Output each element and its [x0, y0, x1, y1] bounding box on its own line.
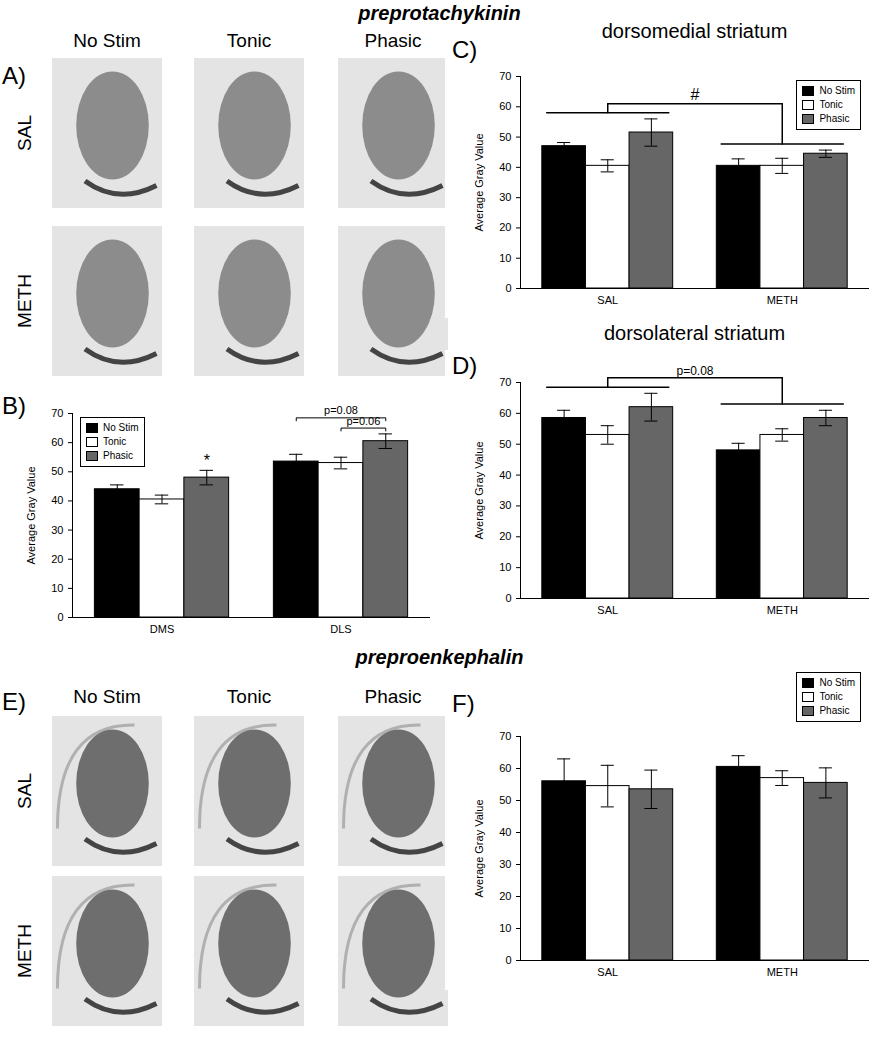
svg-text:60: 60 — [499, 762, 511, 774]
html-text:dorsolateral striatum: dorsolateral striatum — [603, 322, 786, 344]
svg-text:40: 40 — [499, 469, 511, 481]
html-text:Tonic: Tonic — [226, 686, 272, 707]
svg-text:Average Gray Value: Average Gray Value — [473, 441, 485, 539]
svg-text:METH: METH — [767, 294, 798, 306]
svg-text:10: 10 — [51, 582, 63, 594]
svg-text:60: 60 — [499, 100, 511, 112]
svg-text:0: 0 — [505, 592, 511, 604]
html-text:Phasic: Phasic — [103, 450, 133, 461]
svg-text:30: 30 — [499, 499, 511, 511]
svg-text:70: 70 — [499, 730, 511, 742]
html-text:dorsomedial striatum: dorsomedial striatum — [601, 20, 788, 42]
svg-text:METH: METH — [767, 966, 798, 978]
svg-text:0: 0 — [505, 282, 511, 294]
html-text:METH: METH — [14, 274, 35, 328]
html-text:C): C) — [452, 36, 478, 63]
svg-text:Average Gray Value: Average Gray Value — [25, 466, 37, 564]
html-text:No Stim: No Stim — [819, 85, 855, 96]
svg-text:0: 0 — [505, 954, 511, 966]
svg-text:40: 40 — [499, 826, 511, 838]
svg-text:40: 40 — [51, 494, 63, 506]
svg-text:p=0.08: p=0.08 — [324, 404, 358, 416]
svg-text:60: 60 — [51, 436, 63, 448]
svg-text:10: 10 — [499, 252, 511, 264]
svg-text:30: 30 — [51, 524, 63, 536]
html-text:METH: METH — [14, 924, 35, 978]
svg-text:50: 50 — [51, 465, 63, 477]
html-text:SAL: SAL — [14, 773, 35, 809]
html-text:Phasic: Phasic — [819, 113, 850, 124]
svg-text:*: * — [204, 452, 210, 469]
html-text:A): A) — [2, 62, 26, 89]
svg-text:20: 20 — [499, 221, 511, 233]
svg-text:20: 20 — [51, 553, 63, 565]
html-text:SAL: SAL — [14, 115, 35, 151]
svg-text:DMS: DMS — [150, 623, 174, 635]
svg-text:10: 10 — [499, 561, 511, 573]
svg-text:60: 60 — [499, 407, 511, 419]
svg-text:SAL: SAL — [597, 966, 618, 978]
html-text:Tonic: Tonic — [103, 436, 127, 447]
svg-text:p=0.08: p=0.08 — [676, 364, 713, 378]
svg-text:DLS: DLS — [330, 623, 351, 635]
svg-text:70: 70 — [499, 70, 511, 82]
html-text:No Stim: No Stim — [73, 686, 141, 707]
html-text:Tonic: Tonic — [819, 99, 843, 110]
svg-text:70: 70 — [51, 407, 63, 419]
svg-text:20: 20 — [499, 530, 511, 542]
html-text:Phasic: Phasic — [364, 686, 422, 707]
svg-text:10: 10 — [499, 922, 511, 934]
svg-text:50: 50 — [499, 438, 511, 450]
svg-text:p=0.06: p=0.06 — [346, 414, 381, 427]
svg-text:50: 50 — [499, 794, 511, 806]
html-text:F): F) — [452, 690, 475, 717]
svg-text:50: 50 — [499, 131, 511, 143]
html-text:Phasic: Phasic — [364, 30, 422, 51]
html-text:E): E) — [2, 688, 26, 715]
svg-text:20: 20 — [499, 890, 511, 902]
html-text:Tonic: Tonic — [226, 30, 272, 51]
svg-text:SAL: SAL — [597, 604, 618, 616]
html-text:preprotachykinin: preprotachykinin — [358, 2, 521, 24]
svg-text:SAL: SAL — [597, 294, 618, 306]
svg-text:40: 40 — [499, 161, 511, 173]
html-text:No Stim: No Stim — [819, 677, 855, 688]
svg-text:METH: METH — [767, 604, 798, 616]
html-text:D): D) — [452, 352, 478, 379]
svg-text:Average Gray Value: Average Gray Value — [473, 799, 485, 897]
svg-text:30: 30 — [499, 858, 511, 870]
svg-text:30: 30 — [499, 191, 511, 203]
svg-text:0: 0 — [57, 611, 63, 623]
html-text:Phasic: Phasic — [819, 705, 850, 716]
html-text:preproenkephalin: preproenkephalin — [355, 646, 524, 668]
html-text:No Stim: No Stim — [103, 422, 139, 433]
html-text:No Stim: No Stim — [73, 30, 141, 51]
html-text:B): B) — [2, 392, 26, 419]
svg-text:Average Gray Value: Average Gray Value — [473, 133, 485, 231]
html-text:Tonic: Tonic — [819, 691, 843, 702]
svg-text:#: # — [691, 86, 700, 103]
svg-text:70: 70 — [499, 376, 511, 388]
